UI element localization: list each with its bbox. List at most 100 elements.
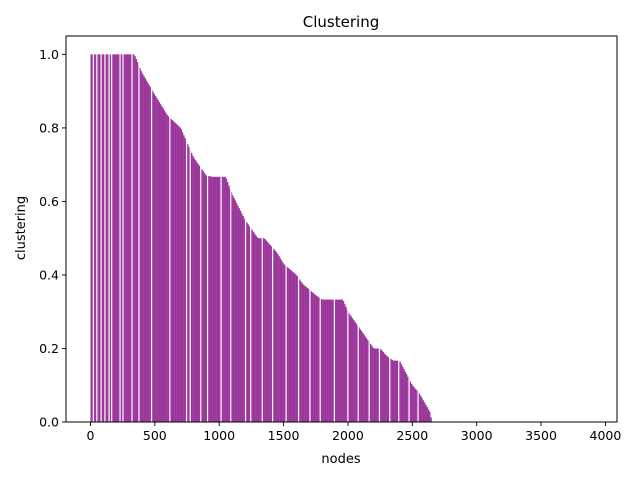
bar-gap	[206, 36, 209, 422]
bar	[98, 54, 100, 422]
bar	[165, 112, 167, 422]
bar	[212, 176, 215, 422]
bar	[275, 252, 278, 422]
bar	[129, 54, 131, 422]
bar	[266, 241, 269, 422]
bar-gap	[220, 36, 222, 422]
bar	[362, 332, 364, 422]
y-tick-label: 0.0	[39, 415, 59, 430]
bar	[350, 316, 352, 422]
x-tick-label: 1500	[268, 428, 300, 443]
bar-gap	[230, 36, 232, 422]
axes-frame	[65, 35, 618, 423]
plot-area-border	[65, 35, 618, 423]
bar	[260, 238, 262, 422]
bar	[382, 352, 385, 422]
bar	[360, 331, 363, 422]
bar-gap	[389, 36, 391, 422]
bar	[342, 301, 345, 422]
bar	[288, 268, 291, 422]
y-tick-label: 0.4	[39, 267, 59, 282]
bar	[341, 299, 343, 422]
bar	[409, 381, 412, 422]
x-tick-label: 3000	[461, 428, 493, 443]
bar-gap	[200, 36, 202, 422]
bar	[143, 76, 145, 422]
bar	[242, 215, 244, 422]
bar	[405, 374, 408, 422]
bar	[207, 176, 210, 422]
x-tick-label: 4000	[590, 428, 622, 443]
bar	[197, 163, 199, 422]
bar	[373, 348, 376, 422]
x-tick-label: 1000	[203, 428, 235, 443]
bar-gap	[169, 36, 171, 422]
bar	[170, 118, 172, 422]
y-tick-label: 0.6	[39, 194, 59, 209]
bar	[300, 281, 302, 422]
bar	[144, 78, 146, 422]
bar-gap	[368, 36, 370, 422]
bar	[223, 176, 225, 422]
bar	[178, 126, 180, 422]
bar-gap	[250, 36, 252, 422]
bar	[102, 54, 104, 422]
bar	[259, 238, 261, 422]
bar	[277, 254, 279, 422]
bar	[374, 348, 377, 422]
bar	[413, 387, 416, 422]
bar	[329, 299, 332, 422]
bar	[172, 121, 175, 422]
bar	[203, 172, 206, 422]
bar-gap	[189, 36, 191, 422]
chart-title: Clustering	[303, 13, 379, 31]
x-tick-label: 500	[143, 428, 167, 443]
bar	[412, 385, 414, 422]
bar	[255, 235, 257, 422]
bar	[127, 54, 130, 422]
bar	[239, 210, 242, 422]
bar	[351, 318, 354, 422]
bar-gap	[285, 36, 287, 422]
bar	[208, 176, 211, 422]
bar	[327, 299, 329, 422]
bar-gap	[92, 36, 94, 422]
bar	[166, 114, 168, 422]
bar	[332, 299, 334, 422]
bar	[274, 250, 276, 422]
bar-gap	[104, 36, 106, 422]
bar	[219, 176, 221, 422]
bar	[158, 102, 161, 423]
bar	[344, 304, 346, 422]
bar	[403, 369, 405, 422]
bar	[287, 267, 289, 422]
bar	[103, 54, 105, 422]
bar	[148, 84, 150, 422]
bar	[152, 91, 154, 422]
bar-gap	[398, 36, 400, 422]
bar	[238, 208, 240, 422]
bar	[335, 299, 337, 422]
bar-gap	[378, 36, 381, 422]
bar	[193, 158, 195, 423]
bar	[282, 262, 284, 422]
bar-gap	[357, 36, 359, 422]
x-tick-label: 2000	[332, 428, 364, 443]
bar	[400, 364, 403, 422]
bar	[154, 95, 157, 423]
bar	[221, 176, 224, 422]
bar	[181, 132, 184, 422]
bar	[336, 299, 338, 422]
bar	[381, 350, 383, 422]
bar	[390, 359, 392, 422]
bar	[355, 323, 358, 422]
bar	[423, 402, 426, 422]
bar	[296, 275, 298, 422]
y-axis-ticks: 0.0 0.2 0.4 0.6 0.8 1.0	[39, 47, 66, 430]
bar	[232, 195, 234, 422]
bar	[393, 360, 395, 422]
bar	[411, 384, 413, 422]
bar	[147, 82, 149, 422]
bar	[383, 353, 386, 422]
